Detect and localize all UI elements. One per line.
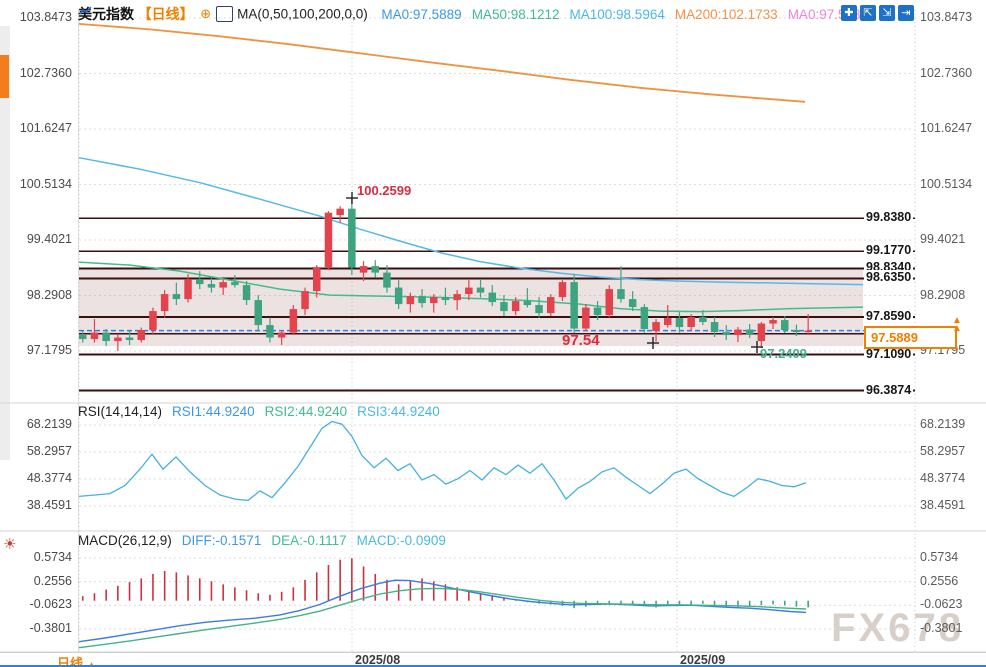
plot-left-border — [78, 10, 79, 652]
level-price-label: 98.6350 — [864, 270, 914, 285]
axis-tick-label: 98.2908 — [26, 287, 72, 302]
axis-tick-label: -0.0623 — [29, 597, 72, 612]
left-panel-orange-handle[interactable] — [0, 55, 9, 98]
axis-tick-label: 101.6247 — [19, 121, 72, 136]
level-price-label: 99.1770 — [864, 243, 914, 258]
time-axis-bar — [0, 652, 986, 666]
symbol-title: 美元指数 — [78, 6, 134, 22]
rsi-panel-header: RSI(14,14,14) RSI1:44.9240 RSI2:44.9240 RSI… — [78, 404, 440, 419]
interval-label: 【日线】 — [137, 6, 194, 22]
axis-tick-label: 58.2957 — [26, 443, 72, 458]
ma-value: MA50:98.1212 — [471, 7, 560, 23]
marker-sun-icon[interactable]: ☀ — [3, 536, 17, 553]
macd-value: DEA:-0.1117 — [271, 533, 347, 548]
x-axis-month-label: 2025/09 — [680, 653, 726, 667]
axis-tick-label: 48.3774 — [26, 470, 72, 485]
macd-dea-line — [78, 587, 807, 649]
axis-tick-label: 38.4591 — [26, 497, 72, 512]
axis-tick-label: -0.3801 — [29, 621, 72, 636]
macd-panel-header: MACD(26,12,9) DIFF:-0.1571 DEA:-0.1117 MACD… — [78, 533, 446, 548]
price-annotation: 97.54 — [562, 332, 600, 349]
axis-tick-label: 97.1795 — [26, 343, 72, 358]
rsi-value: RSI2:44.9240 — [264, 404, 348, 419]
ma-line-MA100 — [78, 156, 864, 286]
price-annotation: 100.2599 — [357, 183, 412, 198]
chart-header: 美元指数 【日线】 ⊕ MA(0,50,100,200,0,0) MA0:97.5… — [78, 4, 868, 22]
left-collapsed-panel[interactable] — [0, 26, 10, 460]
macd-value: DIFF:-0.1571 — [181, 533, 262, 548]
fit-axis-icon[interactable]: ⇱ — [860, 5, 876, 21]
axis-tick-label: 98.2908 — [920, 287, 966, 302]
x-axis-month-label: 2025/08 — [355, 653, 401, 667]
axis-tick-label: 102.7360 — [920, 65, 973, 80]
axis-tick-label: 103.8473 — [920, 10, 973, 24]
axis-tick-label: -0.0623 — [920, 597, 963, 612]
watermark: FX678 — [831, 606, 964, 650]
rsi-value: RSI3:44.9240 — [357, 404, 440, 419]
axis-tick-label: 103.8473 — [19, 10, 72, 24]
axis-tick-label: 102.7360 — [19, 65, 72, 80]
axis-tick-label: 38.4591 — [920, 497, 966, 512]
candlestick-series[interactable] — [79, 197, 812, 352]
macd-label[interactable]: MACD(26,12,9) — [78, 533, 172, 548]
ma-settings-label[interactable]: MA(0,50,100,200,0,0) — [237, 6, 368, 22]
macd-value: MACD:-0.0909 — [356, 533, 446, 548]
chart-toolbar: ✚ ⇱ ⇲ ⇥ — [838, 3, 914, 21]
level-price-label: 96.3874 — [864, 382, 914, 397]
ma-line-MA200 — [78, 23, 806, 103]
current-price-badge: 97.5889 — [864, 326, 957, 349]
level-price-label: 97.8590 — [864, 309, 914, 324]
exit-chart-icon[interactable]: ⇥ — [898, 5, 914, 21]
ma-value: MA0:97.5889 — [381, 7, 462, 23]
price-up-arrows-icon: ▲ ▲ — [952, 315, 962, 334]
axis-tick-label: 68.2139 — [26, 417, 72, 431]
level-price-label: 99.8380 — [864, 210, 914, 225]
scale-axis-icon[interactable]: ⇲ — [879, 5, 895, 21]
bottom-accent-line — [0, 665, 986, 667]
axis-tick-label: 0.2556 — [33, 573, 72, 588]
axis-tick-label: 58.2957 — [920, 443, 966, 458]
axis-tick-label: 0.5734 — [33, 550, 72, 564]
add-indicator-icon[interactable]: ⊕ — [200, 6, 212, 21]
ma-line-MA50 — [78, 261, 864, 313]
level-price-label: 97.1090 — [864, 346, 914, 361]
axis-tick-label: 0.2556 — [920, 573, 959, 588]
rsi-label[interactable]: RSI(14,14,14) — [78, 404, 163, 419]
axis-tick-label: 99.4021 — [920, 232, 966, 247]
axis-tick-label: 100.5134 — [920, 176, 973, 191]
axis-tick-label: 100.5134 — [19, 176, 72, 191]
ma-values: MA0:97.5889 MA50:98.1212 MA100:98.5964 MA20… — [371, 6, 868, 23]
axis-tick-label: 0.5734 — [920, 550, 959, 564]
axis-tick-label: -0.3801 — [920, 621, 963, 636]
axis-tick-label: 68.2139 — [920, 417, 966, 431]
rsi-line — [78, 420, 807, 502]
axis-tick-label: 99.4021 — [26, 232, 72, 247]
chart-type-icon[interactable] — [79, 6, 234, 22]
pan-icon[interactable]: ✚ — [841, 5, 857, 21]
ma-value: MA200:102.1733 — [674, 7, 778, 23]
axis-tick-label: 101.6247 — [920, 121, 973, 136]
rsi-value: RSI1:44.9240 — [172, 404, 255, 419]
axis-tick-label: 48.3774 — [920, 470, 966, 485]
tab-daily-interval[interactable]: 日线 ▲ — [57, 653, 97, 667]
ma-value: MA100:98.5964 — [569, 7, 665, 23]
price-annotation: 97.2409 — [760, 346, 807, 361]
tab-arrow-icon: ▲ — [86, 660, 97, 667]
